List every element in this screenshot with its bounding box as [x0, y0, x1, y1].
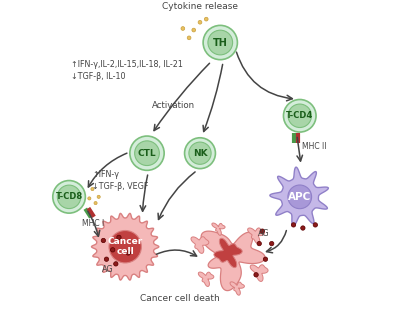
Circle shape: [263, 257, 268, 261]
Text: T-CD8: T-CD8: [56, 192, 83, 201]
Circle shape: [204, 17, 208, 21]
Circle shape: [91, 187, 94, 191]
Text: NK: NK: [193, 149, 207, 158]
Circle shape: [203, 25, 238, 60]
Circle shape: [97, 195, 100, 198]
Circle shape: [270, 241, 274, 246]
Polygon shape: [212, 223, 225, 235]
Circle shape: [284, 100, 316, 132]
Circle shape: [260, 229, 264, 233]
Circle shape: [117, 235, 121, 240]
Text: Cytokine release: Cytokine release: [162, 2, 238, 11]
Circle shape: [288, 185, 312, 209]
Text: APC: APC: [288, 192, 311, 202]
Circle shape: [57, 185, 81, 209]
Text: AG: AG: [102, 265, 114, 274]
Circle shape: [181, 27, 185, 30]
Circle shape: [88, 197, 91, 200]
Circle shape: [313, 223, 318, 227]
Circle shape: [189, 142, 211, 164]
Circle shape: [101, 238, 106, 243]
Circle shape: [301, 226, 305, 230]
Circle shape: [184, 138, 216, 169]
Polygon shape: [92, 213, 159, 280]
Circle shape: [109, 230, 141, 263]
Text: MHC I: MHC I: [82, 219, 104, 228]
Circle shape: [254, 273, 258, 277]
Text: CTL: CTL: [138, 149, 156, 158]
Circle shape: [104, 257, 109, 261]
Circle shape: [110, 248, 115, 252]
Circle shape: [126, 251, 130, 255]
Polygon shape: [198, 272, 214, 286]
Text: T-CD4: T-CD4: [286, 111, 313, 120]
Text: AG: AG: [258, 229, 269, 238]
Circle shape: [53, 180, 85, 213]
Text: MHC II: MHC II: [302, 142, 327, 150]
Polygon shape: [214, 238, 242, 268]
Circle shape: [288, 104, 312, 128]
Circle shape: [94, 202, 97, 205]
Text: ↑IFN-γ,IL-2,IL-15,IL-18, IL-21
↓TGF-β, IL-10: ↑IFN-γ,IL-2,IL-15,IL-18, IL-21 ↓TGF-β, I…: [71, 60, 182, 81]
Circle shape: [198, 21, 202, 24]
Text: TH: TH: [213, 38, 228, 47]
Circle shape: [257, 241, 262, 246]
Text: Activation: Activation: [152, 101, 195, 110]
Text: Cancer
cell: Cancer cell: [108, 237, 143, 256]
Polygon shape: [191, 237, 209, 253]
Circle shape: [187, 36, 191, 40]
Polygon shape: [201, 231, 265, 291]
Circle shape: [208, 30, 233, 55]
Polygon shape: [270, 167, 328, 226]
Polygon shape: [248, 228, 264, 243]
Text: ↑IFN-γ
↓TGF-β, VEGF: ↑IFN-γ ↓TGF-β, VEGF: [92, 170, 149, 191]
Polygon shape: [250, 265, 268, 282]
Circle shape: [130, 136, 164, 170]
Text: Cancer cell death: Cancer cell death: [140, 294, 220, 303]
Circle shape: [192, 28, 196, 32]
Polygon shape: [230, 282, 244, 295]
Circle shape: [135, 141, 159, 166]
Circle shape: [291, 223, 296, 227]
Circle shape: [114, 262, 118, 266]
